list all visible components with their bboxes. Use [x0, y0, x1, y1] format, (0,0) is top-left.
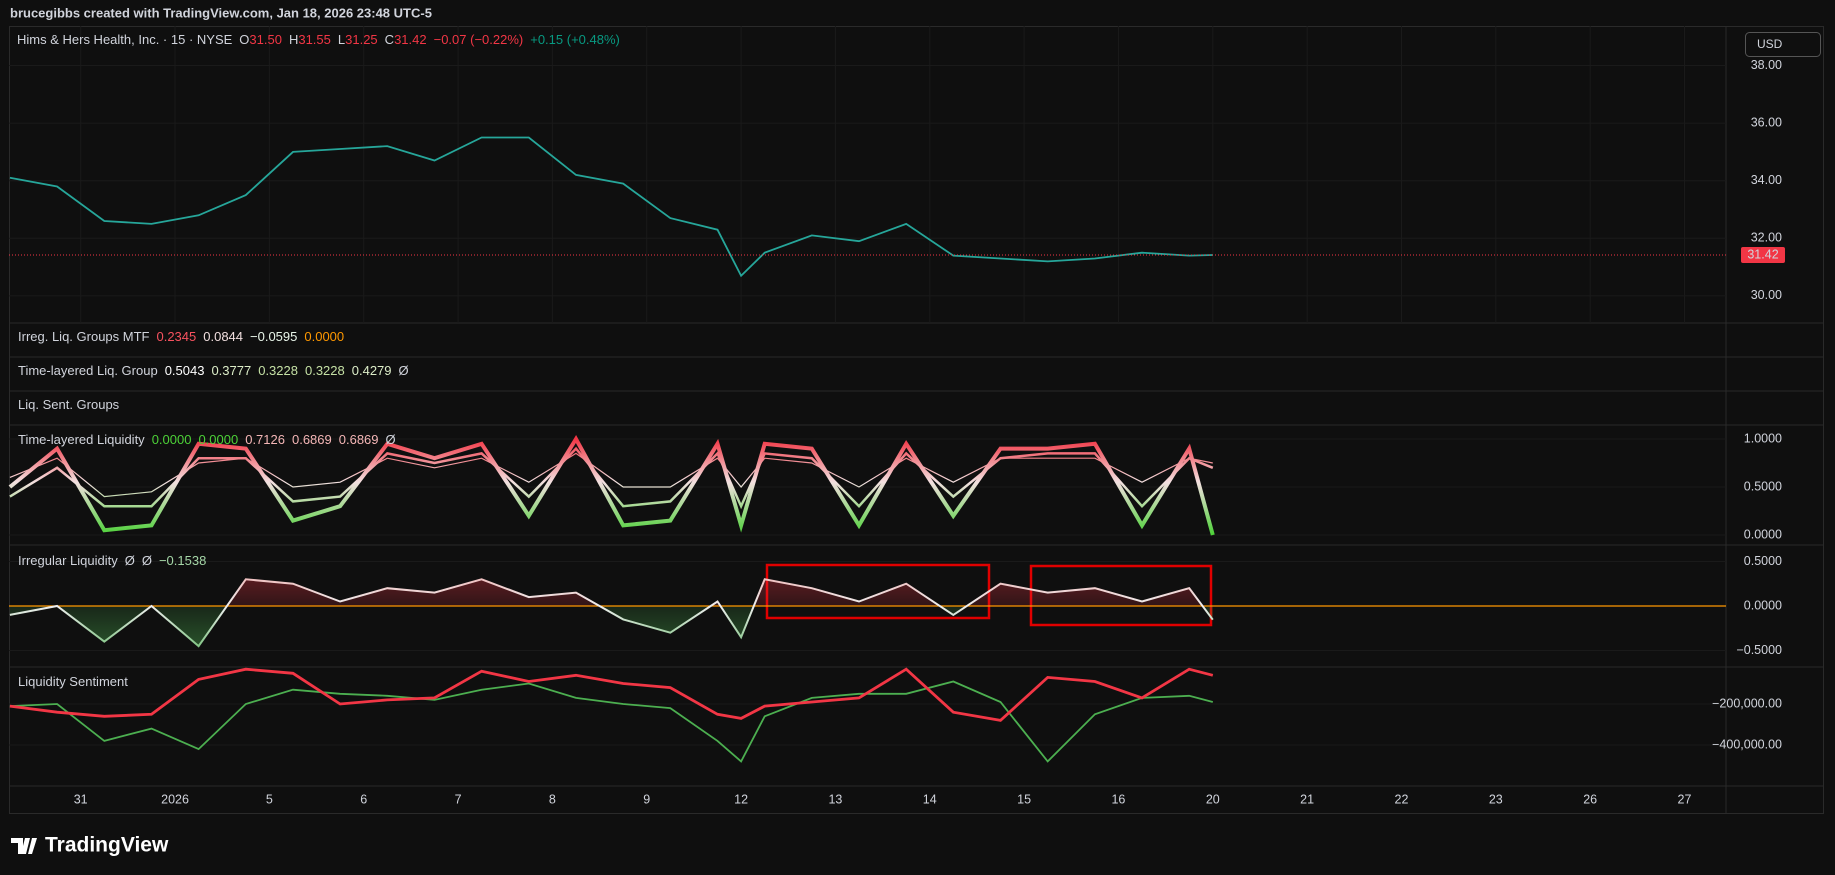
legend-value: 0.4279 — [352, 363, 392, 378]
x-tick-label: 31 — [74, 792, 88, 806]
legend-value: 0.7126 — [245, 432, 285, 447]
legend: Irregular Liquidity Ø Ø −0.1538 — [18, 553, 206, 568]
legend-value: 31.50 — [249, 32, 282, 47]
y-tick-label: 32.00 — [1751, 231, 1782, 245]
legend-value: 31.55 — [298, 32, 331, 47]
x-tick-label: 2026 — [161, 792, 189, 806]
legend-value: −0.07 (−0.22%) — [434, 32, 524, 47]
x-tick-label: 8 — [549, 792, 556, 806]
legend: Liquidity Sentiment — [18, 674, 128, 689]
legend-value: Ø — [386, 432, 396, 447]
attribution: brucegibbs created with TradingView.com,… — [10, 5, 432, 20]
legend-name: Irreg. Liq. Groups MTF — [18, 329, 150, 344]
x-tick-label: 22 — [1395, 792, 1409, 806]
y-tick-label: 0.0000 — [1744, 527, 1782, 541]
liquidity-line — [9, 578, 1214, 648]
legend-value: +0.15 (+0.48%) — [530, 32, 620, 47]
y-tick-label: −400,000.00 — [1712, 737, 1782, 751]
y-tick-label: 38.00 — [1751, 58, 1782, 72]
currency-button[interactable] — [1745, 32, 1821, 57]
last-price-label: 31.42 — [1747, 247, 1778, 261]
x-tick-label: 13 — [828, 792, 842, 806]
liquidity-line — [9, 452, 1213, 498]
price-line — [9, 136, 1213, 278]
legend-value: −0.0595 — [250, 329, 297, 344]
legend-value: Ø — [142, 553, 152, 568]
legend: Time-layered Liq. Group 0.5043 0.3777 0.322… — [18, 363, 409, 378]
legend-value: Ø — [399, 363, 409, 378]
x-tick-label: 12 — [734, 792, 748, 806]
pane-separators — [9, 322, 1823, 787]
sentiment-line — [9, 667, 1214, 722]
y-tick-label: 0.5000 — [1744, 554, 1782, 568]
legend-value: 0.0000 — [304, 329, 344, 344]
currency-label: USD — [1757, 37, 1783, 51]
legend-value: 0.3228 — [305, 363, 345, 378]
x-tick-label: 5 — [266, 792, 273, 806]
legend-label: L — [338, 32, 345, 47]
y-tick-label: 30.00 — [1751, 288, 1782, 302]
legend: Time-layered Liquidity 0.0000 0.0000 0.7126… — [18, 432, 396, 447]
chart-frame — [9, 26, 1824, 814]
legend-value: 0.0000 — [198, 432, 238, 447]
legend: Liq. Sent. Groups — [18, 397, 120, 412]
brand-name: TradingView — [45, 834, 169, 857]
legend: Hims & Hers Health, Inc. · 15 · NYSE O31.… — [17, 32, 620, 47]
legend-value: 0.0000 — [152, 432, 192, 447]
last-price-badge — [1741, 247, 1785, 264]
x-tick-label: 7 — [455, 792, 462, 806]
y-tick-label: 0.5000 — [1744, 479, 1782, 493]
legend-value: 0.3228 — [258, 363, 298, 378]
legend-value: −0.1538 — [159, 553, 206, 568]
legend-value: 31.25 — [345, 32, 378, 47]
x-tick-label: 21 — [1300, 792, 1314, 806]
legend-value: 0.0844 — [203, 329, 243, 344]
brand-logo: TradingView — [11, 834, 169, 857]
x-tick-label: 16 — [1111, 792, 1125, 806]
legend-value: 0.2345 — [156, 329, 196, 344]
liquidity-line — [9, 446, 1214, 510]
y-tick-label: −0.5000 — [1736, 643, 1782, 657]
x-tick-label: 6 — [360, 792, 367, 806]
y-tick-label: 36.00 — [1751, 115, 1782, 129]
liquidity-area — [9, 579, 1213, 647]
x-tick-label: 14 — [923, 792, 937, 806]
legend-name: Irregular Liquidity — [18, 553, 118, 568]
liquidity-line — [8, 435, 1215, 536]
legend-name: Liq. Sent. Groups — [18, 397, 120, 412]
sentiment-line — [9, 680, 1214, 763]
legend-label: C — [385, 32, 394, 47]
legend-label: O — [239, 32, 249, 47]
x-tick-label: 27 — [1678, 792, 1692, 806]
legend-value: 0.3777 — [211, 363, 251, 378]
y-tick-label: 0.0000 — [1744, 598, 1782, 612]
x-tick-label: 26 — [1583, 792, 1597, 806]
y-tick-label: −200,000.00 — [1712, 696, 1782, 710]
y-tick-label: 34.00 — [1751, 173, 1782, 187]
legend-name: Time-layered Liquidity — [18, 432, 145, 447]
legend-value: 0.6869 — [292, 432, 332, 447]
legend-name: Liquidity Sentiment — [18, 674, 128, 689]
legend: Irreg. Liq. Groups MTF 0.2345 0.0844 −0.059… — [18, 329, 344, 344]
x-tick-label: 15 — [1017, 792, 1031, 806]
legend-label: H — [289, 32, 298, 47]
legend-value: 0.5043 — [165, 363, 205, 378]
x-tick-label: 9 — [643, 792, 650, 806]
legend-value: Hims & Hers Health, Inc. · 15 · NYSE — [17, 32, 233, 47]
x-tick-label: 20 — [1206, 792, 1220, 806]
legend-value: 0.6869 — [339, 432, 379, 447]
legend-value: 31.42 — [394, 32, 427, 47]
y-tick-label: 1.0000 — [1744, 431, 1782, 445]
legend-value: Ø — [125, 553, 135, 568]
x-tick-label: 23 — [1489, 792, 1503, 806]
legend-name: Time-layered Liq. Group — [18, 363, 158, 378]
